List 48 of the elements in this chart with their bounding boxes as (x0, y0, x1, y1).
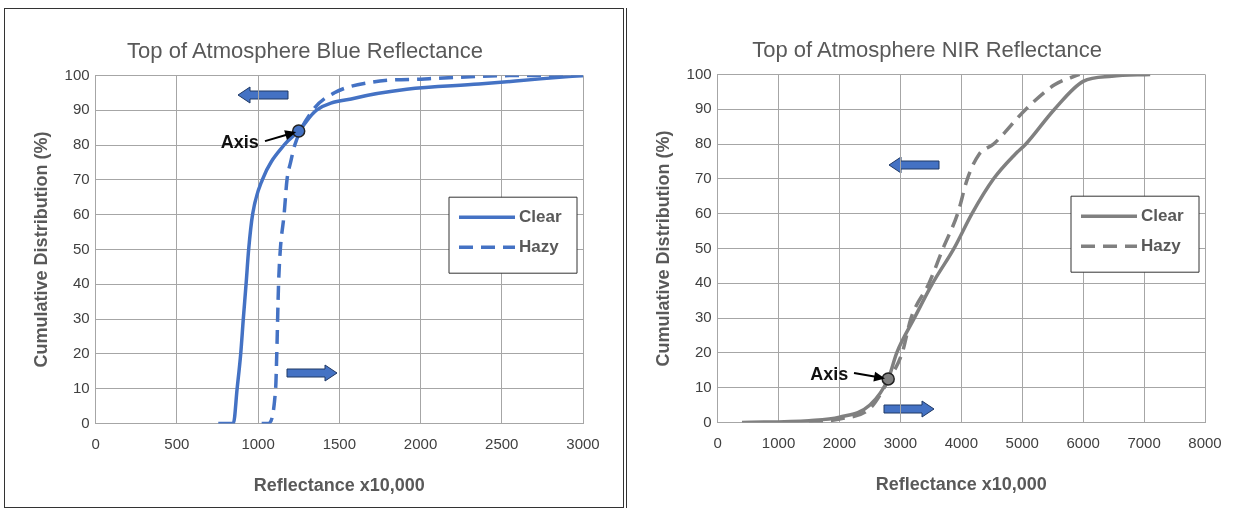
y-tick-label: 0 (703, 412, 712, 430)
legend-label: Hazy (519, 236, 560, 256)
x-axis-title: Reflectance x10,000 (253, 475, 425, 496)
y-tick-label: 90 (72, 100, 90, 118)
y-tick-label: 100 (64, 65, 90, 83)
y-axis-title: Cumulative Distribution (%) (652, 130, 673, 367)
y-tick-label: 20 (72, 343, 90, 361)
y-tick-label: 100 (686, 64, 712, 82)
y-tick-label: 60 (694, 203, 712, 221)
x-tick-label: 500 (164, 434, 190, 452)
annotation: Axis (220, 132, 259, 153)
y-tick-label: 30 (694, 308, 712, 326)
y-tick-label: 70 (72, 169, 90, 187)
x-tick-label: 2000 (403, 434, 438, 452)
chart-title: Top of Atmosphere Blue Reflectance (127, 38, 483, 64)
y-tick-label: 0 (81, 413, 90, 431)
x-axis-title: Reflectance x10,000 (875, 474, 1047, 495)
y-tick-label: 10 (72, 378, 90, 396)
y-tick-label: 90 (694, 99, 712, 117)
x-tick-label: 4000 (944, 433, 978, 451)
x-tick-label: 7000 (1127, 433, 1161, 451)
x-tick-label: 5000 (1005, 433, 1039, 451)
x-tick-label: 6000 (1066, 433, 1100, 451)
y-tick-label: 70 (694, 168, 712, 186)
y-tick-label: 80 (694, 134, 712, 152)
legend-label: Clear (1141, 205, 1184, 225)
y-tick-label: 50 (694, 238, 712, 256)
y-tick-label: 10 (694, 377, 712, 395)
x-tick-label: 2000 (822, 433, 857, 451)
x-tick-label: 1500 (322, 434, 356, 452)
x-tick-label: 1000 (761, 433, 796, 451)
x-tick-label: 2500 (485, 434, 519, 452)
chart-title: Top of Atmosphere NIR Reflectance (752, 37, 1102, 63)
x-tick-label: 8000 (1188, 433, 1222, 451)
y-tick-label: 40 (694, 273, 712, 291)
legend-label: Clear (519, 206, 562, 226)
y-tick-label: 40 (72, 274, 90, 292)
y-tick-label: 30 (72, 309, 90, 327)
x-tick-label: 3000 (883, 433, 918, 451)
y-tick-label: 80 (72, 135, 90, 153)
legend-label: Hazy (1141, 235, 1182, 255)
annotation: Axis (810, 363, 849, 384)
x-tick-label: 3000 (566, 434, 600, 452)
y-tick-label: 20 (694, 342, 712, 360)
y-tick-label: 50 (72, 239, 90, 257)
y-tick-label: 60 (72, 204, 90, 222)
y-axis-title: Cumulative Distribution (%) (30, 131, 51, 368)
x-tick-label: 1000 (241, 434, 275, 452)
